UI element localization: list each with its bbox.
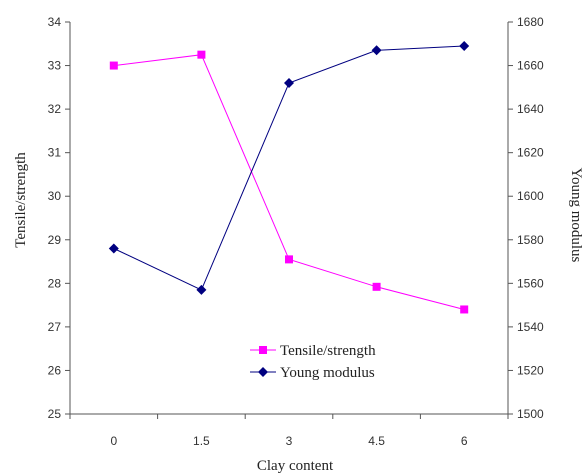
y-left-tick-label: 33: [48, 59, 62, 73]
data-point-young: [371, 45, 382, 56]
data-point-tensile: [285, 255, 293, 264]
y-left-tick-label: 31: [48, 146, 62, 160]
y-axis-title-left: Tensile/strength: [13, 152, 29, 248]
y-left-tick-label: 25: [48, 407, 62, 421]
data-point-young: [196, 284, 207, 295]
axes: [69, 22, 509, 415]
legend-marker-tensile: [259, 346, 267, 354]
x-tick-label: 1.5: [193, 434, 210, 448]
y-right-tick-label: 1600: [517, 189, 544, 203]
legend-label-young: Young modulus: [280, 365, 375, 381]
y-right-tick-label: 1640: [517, 102, 544, 116]
legend: Tensile/strength Young modulus: [250, 343, 376, 381]
data-point-tensile: [372, 282, 381, 291]
y-right-tick-label: 1660: [517, 59, 544, 73]
y-right-tick-label: 1520: [517, 363, 544, 377]
legend-marker-young: [258, 367, 268, 377]
data-point-tensile: [109, 61, 118, 70]
y-left-tick-label: 28: [48, 276, 62, 290]
series-line-tensile: [113, 54, 465, 310]
y-axis-title-right: Young modulus: [568, 168, 582, 263]
x-tick-label: 4.5: [368, 434, 385, 448]
y-left-tick-label: 32: [48, 102, 62, 116]
y-right-tick-label: 1580: [517, 233, 544, 247]
data-point-tensile: [460, 305, 469, 314]
y-right-tick-label: 1680: [517, 15, 544, 29]
y-left-tick-label: 27: [48, 320, 62, 334]
data-point-tensile: [197, 50, 206, 59]
data-point-young: [284, 77, 294, 88]
y-right-tick-label: 1620: [517, 146, 544, 160]
x-tick-label: 3: [286, 434, 293, 448]
ticks: 2526272829303132333415001520154015601580…: [48, 15, 544, 448]
data-point-young: [108, 243, 119, 254]
legend-label-tensile: Tensile/strength: [280, 343, 376, 359]
y-right-tick-label: 1560: [517, 276, 544, 290]
x-tick-label: 6: [461, 434, 468, 448]
data-point-young: [459, 40, 470, 51]
y-left-tick-label: 34: [48, 15, 62, 29]
x-tick-label: 0: [110, 434, 117, 448]
series: [108, 40, 470, 314]
y-left-tick-label: 30: [48, 189, 62, 203]
y-left-tick-label: 26: [48, 363, 62, 377]
y-right-tick-label: 1500: [517, 407, 544, 421]
y-right-tick-label: 1540: [517, 320, 544, 334]
x-axis-title: Clay content: [257, 458, 334, 474]
y-left-tick-label: 29: [48, 233, 62, 247]
